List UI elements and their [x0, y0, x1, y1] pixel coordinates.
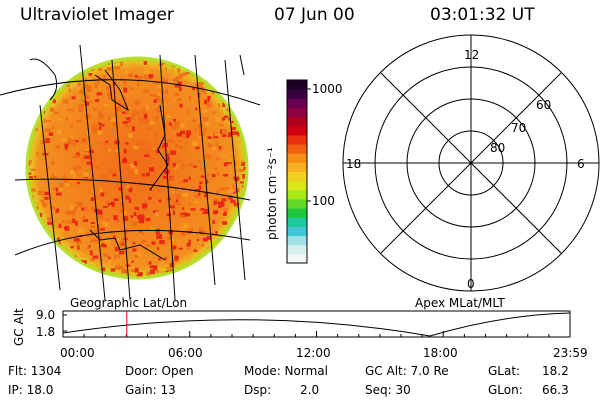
- gain-value: Gain: 13: [125, 383, 176, 397]
- colorbar-segment: [287, 107, 307, 118]
- colorbar-segment: [287, 180, 307, 191]
- glon-label: GLon:: [488, 383, 523, 397]
- colorbar-segment: [287, 162, 307, 172]
- altitude-xtick: 18:00: [423, 346, 458, 360]
- right-panel-caption: Apex MLat/MLT: [415, 296, 505, 310]
- colorbar-segment: [287, 116, 307, 127]
- colorbar-tick-1000: 1000: [312, 82, 343, 96]
- colorbar-segment: [287, 80, 307, 90]
- colorbar-segment: [287, 198, 307, 209]
- colorbar-segment: [287, 153, 307, 163]
- colorbar: [286, 79, 311, 264]
- glat-label: GLat:: [488, 364, 521, 378]
- door-status: Door: Open: [125, 364, 194, 378]
- colorbar-segment: [287, 89, 307, 99]
- colorbar-segment: [287, 189, 307, 200]
- polar-grid: [342, 34, 600, 292]
- left-panel-caption: Geographic Lat/Lon: [70, 296, 188, 310]
- mlt-label-6: 6: [577, 157, 585, 171]
- observation-date: 07 Jun 00: [274, 5, 355, 25]
- altitude-ytick-min: 1.8: [36, 325, 56, 339]
- flight-number: Flt: 1304: [8, 364, 62, 378]
- mlat-label-70: 70: [511, 121, 527, 135]
- colorbar-segment: [287, 125, 307, 136]
- mlt-label-18: 18: [346, 157, 362, 171]
- colorbar-unit-label: photon cm⁻²s⁻¹: [265, 147, 279, 240]
- colorbar-segment: [287, 244, 307, 255]
- colorbar-tick-100: 100: [312, 194, 335, 208]
- colorbar-segment: [287, 98, 307, 108]
- glat-value: 18.2: [542, 364, 569, 378]
- colorbar-segment: [287, 134, 307, 145]
- colorbar-segment: [287, 208, 307, 218]
- geographic-grid: [0, 44, 261, 301]
- colorbar-segment: [287, 235, 307, 246]
- dsp-label: Dsp:: [244, 383, 272, 397]
- altitude-ytick-max: 9.0: [36, 308, 56, 322]
- altitude-plot: [62, 310, 571, 338]
- altitude-xtick: 23:59: [553, 346, 588, 360]
- altitude-xtick: 00:00: [60, 346, 95, 360]
- altitude-xtick: 12:00: [296, 346, 331, 360]
- glon-value: 66.3: [542, 383, 569, 397]
- observation-time: 03:01:32 UT: [430, 5, 535, 25]
- mlat-label-80: 80: [490, 141, 506, 155]
- mlat-label-60: 60: [536, 98, 552, 112]
- mlt-label-0: 0: [467, 277, 475, 291]
- gc-altitude: GC Alt: 7.0 Re: [365, 364, 449, 378]
- dsp-value: 2.0: [300, 383, 320, 397]
- colorbar-segment: [287, 253, 307, 264]
- mlt-label-12: 12: [464, 48, 480, 62]
- ip-value: IP: 18.0: [8, 383, 54, 397]
- colorbar-segment: [287, 226, 307, 237]
- altitude-xtick: 06:00: [168, 346, 203, 360]
- earth-disk-image: [25, 56, 249, 280]
- colorbar-segment: [287, 144, 307, 154]
- mode-status: Mode: Normal: [244, 364, 328, 378]
- colorbar-segment: [287, 171, 307, 182]
- altitude-ylabel: GC Alt: [12, 308, 26, 346]
- instrument-title: Ultraviolet Imager: [20, 5, 174, 25]
- sequence-number: Seq: 30: [365, 383, 411, 397]
- colorbar-segment: [287, 217, 307, 227]
